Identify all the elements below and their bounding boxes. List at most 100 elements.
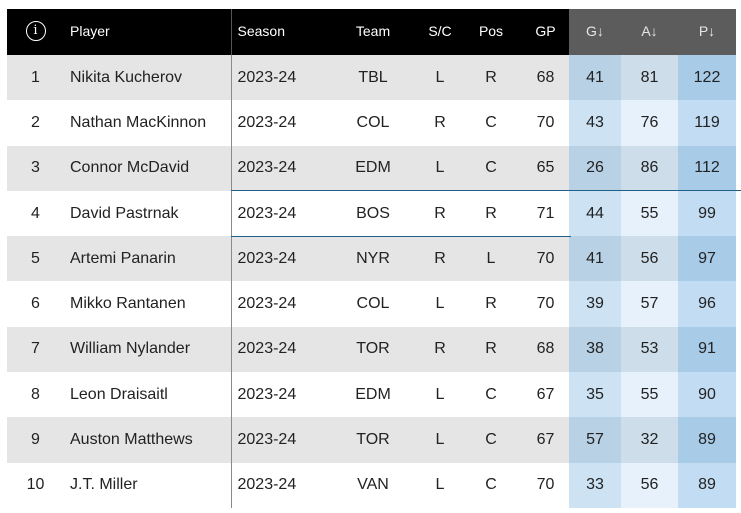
cell-shoots-catches: L xyxy=(420,372,460,418)
cell-position: R xyxy=(460,326,522,373)
cell-assists: 32 xyxy=(621,417,678,463)
cell-shoots-catches: L xyxy=(420,281,460,327)
cell-games-played: 65 xyxy=(522,145,569,191)
cell-team: COL xyxy=(326,100,420,146)
cell-position: C xyxy=(460,100,522,146)
cell-assists: 86 xyxy=(621,145,678,191)
cell-goals: 39 xyxy=(569,281,621,327)
cell-player[interactable]: Leon Draisaitl xyxy=(64,372,231,418)
cell-position: C xyxy=(460,462,522,508)
header-games-played[interactable]: GP xyxy=(522,9,569,55)
cell-rank: 1 xyxy=(7,55,64,101)
row-focus-bottom-border xyxy=(231,236,571,237)
cell-rank: 4 xyxy=(7,190,64,237)
cell-points: 119 xyxy=(678,100,736,146)
cell-player[interactable]: David Pastrnak xyxy=(64,190,231,237)
info-icon[interactable]: i xyxy=(25,21,46,41)
cell-team: NYR xyxy=(326,236,420,282)
stats-table: i Player Season Team S/C Pos GP G↓ A↓ P↓… xyxy=(7,9,737,508)
cell-season: 2023-24 xyxy=(230,462,326,508)
header-player[interactable]: Player xyxy=(64,9,231,55)
cell-games-played: 68 xyxy=(522,326,569,373)
cell-goals: 26 xyxy=(569,145,621,191)
cell-position: C xyxy=(460,372,522,418)
table-row[interactable]: 4 David Pastrnak 2023-24 BOS R R 71 44 55 99 xyxy=(7,190,736,237)
header-team[interactable]: Team xyxy=(326,9,420,55)
cell-shoots-catches: R xyxy=(420,190,460,237)
cell-player[interactable]: Auston Matthews xyxy=(64,417,231,463)
cell-rank: 9 xyxy=(7,417,64,463)
cell-shoots-catches: R xyxy=(420,326,460,373)
cell-season: 2023-24 xyxy=(230,417,326,463)
cell-rank: 7 xyxy=(7,326,64,373)
cell-shoots-catches: L xyxy=(420,145,460,191)
cell-points: 90 xyxy=(678,372,736,418)
cell-points: 89 xyxy=(678,417,736,463)
cell-goals: 43 xyxy=(569,100,621,146)
cell-rank: 10 xyxy=(7,462,64,508)
info-header[interactable]: i xyxy=(7,9,64,55)
cell-games-played: 67 xyxy=(522,372,569,418)
cell-season: 2023-24 xyxy=(230,326,326,373)
cell-position: R xyxy=(460,55,522,101)
cell-shoots-catches: R xyxy=(420,236,460,282)
header-position[interactable]: Pos xyxy=(460,9,522,55)
header-goals-sort[interactable]: G↓ xyxy=(569,9,621,55)
cell-goals: 57 xyxy=(569,417,621,463)
cell-team: EDM xyxy=(326,145,420,191)
cell-points: 96 xyxy=(678,281,736,327)
cell-goals: 35 xyxy=(569,372,621,418)
cell-position: C xyxy=(460,145,522,191)
table-row[interactable]: 10 J.T. Miller 2023-24 VAN L C 70 33 56 89 xyxy=(7,462,736,508)
cell-points: 89 xyxy=(678,462,736,508)
table-row[interactable]: 5 Artemi Panarin 2023-24 NYR R L 70 41 56 97 xyxy=(7,236,736,282)
header-points-sort[interactable]: P↓ xyxy=(678,9,736,55)
cell-games-played: 70 xyxy=(522,236,569,282)
table-row[interactable]: 9 Auston Matthews 2023-24 TOR L C 67 57 32 89 xyxy=(7,417,736,463)
table-row[interactable]: 1 Nikita Kucherov 2023-24 TBL L R 68 41 81 122 xyxy=(7,55,736,101)
header-season[interactable]: Season xyxy=(230,9,326,55)
cell-season: 2023-24 xyxy=(230,55,326,101)
cell-games-played: 71 xyxy=(522,190,569,237)
cell-shoots-catches: L xyxy=(420,55,460,101)
header-assists-sort[interactable]: A↓ xyxy=(621,9,678,55)
cell-goals: 38 xyxy=(569,326,621,373)
cell-assists: 57 xyxy=(621,281,678,327)
cell-season: 2023-24 xyxy=(230,190,326,237)
cell-points: 112 xyxy=(678,145,736,191)
cell-player[interactable]: Nathan MacKinnon xyxy=(64,100,231,146)
cell-points: 99 xyxy=(678,190,736,237)
cell-rank: 2 xyxy=(7,100,64,146)
cell-player[interactable]: Nikita Kucherov xyxy=(64,55,231,101)
cell-points: 122 xyxy=(678,55,736,101)
cell-goals: 41 xyxy=(569,55,621,101)
cell-position: C xyxy=(460,417,522,463)
table-row[interactable]: 2 Nathan MacKinnon 2023-24 COL R C 70 43 76 119 xyxy=(7,100,736,146)
cell-assists: 56 xyxy=(621,462,678,508)
cell-player[interactable]: J.T. Miller xyxy=(64,462,231,508)
cell-player[interactable]: Artemi Panarin xyxy=(64,236,231,282)
cell-games-played: 70 xyxy=(522,281,569,327)
table-row[interactable]: 3 Connor McDavid 2023-24 EDM L C 65 26 86 112 xyxy=(7,145,736,191)
row-focus-top-border xyxy=(231,190,741,191)
table-row[interactable]: 7 William Nylander 2023-24 TOR R R 68 38 53 91 xyxy=(7,326,736,373)
table-body: 1 Nikita Kucherov 2023-24 TBL L R 68 41 81 122 2 Na… xyxy=(7,55,736,508)
cell-goals: 44 xyxy=(569,190,621,237)
cell-team: VAN xyxy=(326,462,420,508)
cell-assists: 76 xyxy=(621,100,678,146)
cell-team: BOS xyxy=(326,190,420,237)
table-row[interactable]: 8 Leon Draisaitl 2023-24 EDM L C 67 35 55 90 xyxy=(7,372,736,418)
header-shoots-catches[interactable]: S/C xyxy=(420,9,460,55)
cell-season: 2023-24 xyxy=(230,281,326,327)
cell-assists: 81 xyxy=(621,55,678,101)
cell-team: TOR xyxy=(326,417,420,463)
cell-player[interactable]: William Nylander xyxy=(64,326,231,373)
cell-goals: 33 xyxy=(569,462,621,508)
cell-position: L xyxy=(460,236,522,282)
cell-player[interactable]: Mikko Rantanen xyxy=(64,281,231,327)
table-row[interactable]: 6 Mikko Rantanen 2023-24 COL L R 70 39 57 96 xyxy=(7,281,736,327)
cell-points: 91 xyxy=(678,326,736,373)
cell-assists: 53 xyxy=(621,326,678,373)
cell-player[interactable]: Connor McDavid xyxy=(64,145,231,191)
